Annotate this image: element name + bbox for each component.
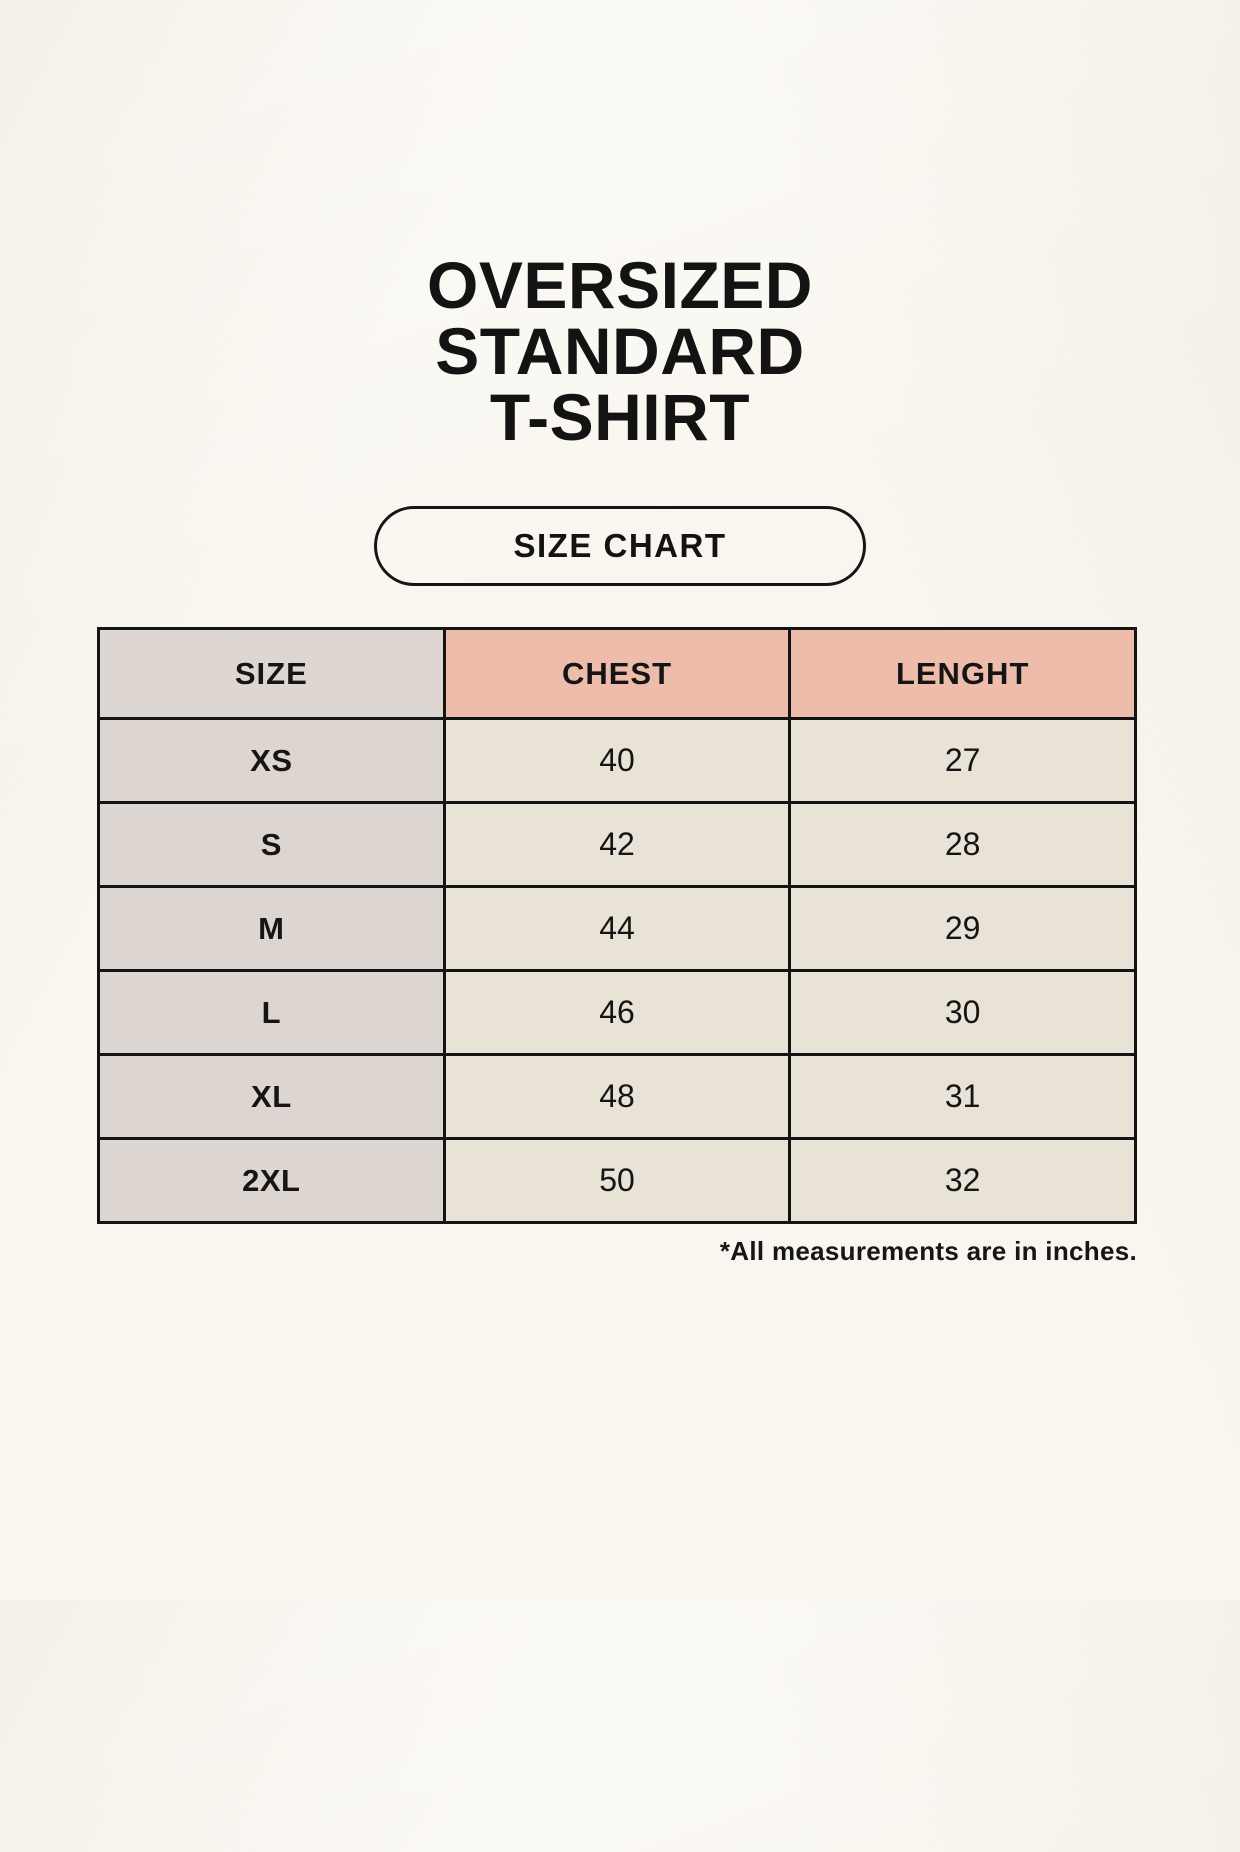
table-row: XL 48 31 — [97, 1053, 1137, 1140]
table-header-row: SIZE CHEST LENGHT — [97, 627, 1137, 720]
length-value: 32 — [788, 1137, 1137, 1224]
length-value: 27 — [788, 717, 1137, 804]
size-label: 2XL — [97, 1137, 446, 1224]
column-header-chest: CHEST — [442, 627, 792, 720]
size-label: XL — [97, 1053, 446, 1140]
size-label: S — [97, 801, 446, 888]
table-row: XS 40 27 — [97, 717, 1137, 804]
length-value: 31 — [788, 1053, 1137, 1140]
measurements-footnote: *All measurements are in inches. — [719, 1236, 1137, 1266]
chest-value: 50 — [442, 1137, 792, 1224]
table-row: M 44 29 — [97, 885, 1137, 972]
chest-value: 42 — [442, 801, 792, 888]
title-line-2: STANDARD — [435, 314, 805, 388]
title-line-3: T-SHIRT — [489, 380, 751, 454]
title-line-1: OVERSIZED — [427, 248, 813, 322]
table-row: 2XL 50 32 — [97, 1137, 1137, 1224]
page-title: OVERSIZED STANDARD T-SHIRT — [0, 252, 1240, 450]
chest-value: 44 — [442, 885, 792, 972]
table-row: S 42 28 — [97, 801, 1137, 888]
length-value: 29 — [788, 885, 1137, 972]
column-header-length: LENGHT — [788, 627, 1137, 720]
size-label: M — [97, 885, 446, 972]
size-label: XS — [97, 717, 446, 804]
size-chart-table: SIZE CHEST LENGHT XS 40 27 S 42 28 M 44 … — [97, 627, 1137, 1224]
size-chart-button[interactable]: SIZE CHART — [374, 506, 866, 586]
column-header-size: SIZE — [97, 627, 446, 720]
chest-value: 48 — [442, 1053, 792, 1140]
chest-value: 46 — [442, 969, 792, 1056]
chest-value: 40 — [442, 717, 792, 804]
size-chart-button-label: SIZE CHART — [513, 527, 727, 564]
length-value: 28 — [788, 801, 1137, 888]
table-row: L 46 30 — [97, 969, 1137, 1056]
size-label: L — [97, 969, 446, 1056]
length-value: 30 — [788, 969, 1137, 1056]
